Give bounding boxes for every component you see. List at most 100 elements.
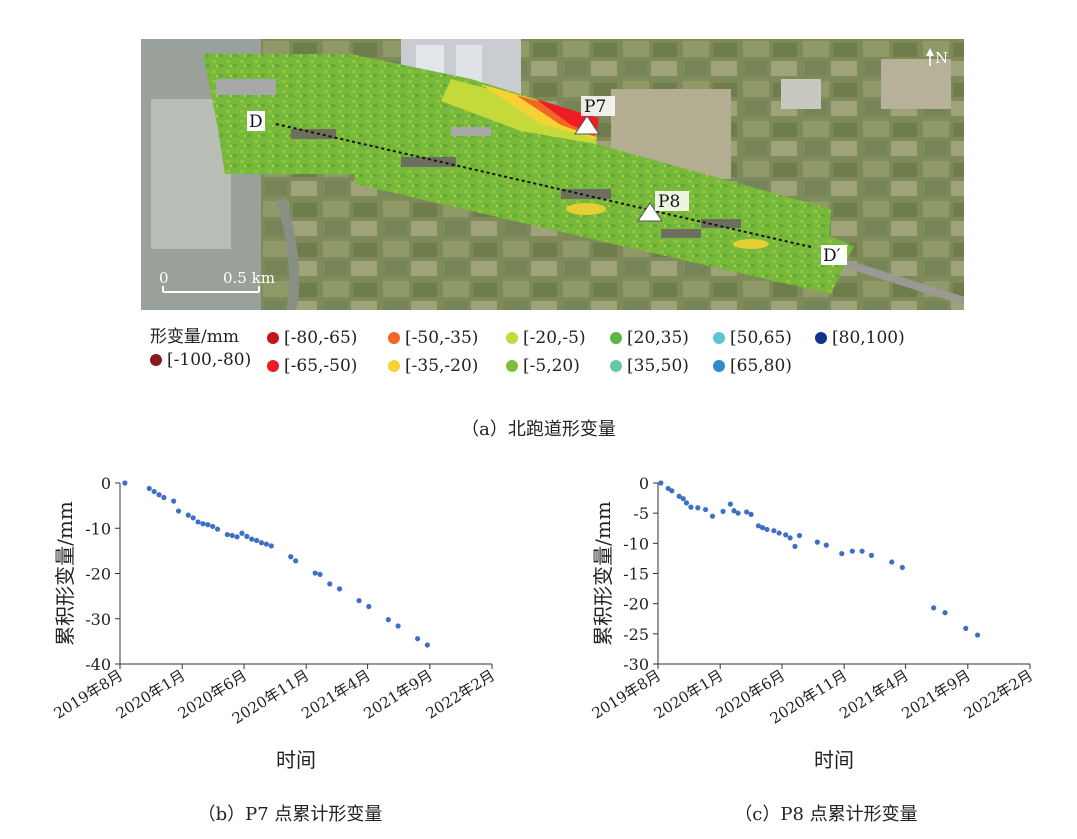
data-point (293, 558, 299, 564)
data-point (695, 505, 701, 511)
data-point (755, 523, 762, 529)
scale-bar (162, 286, 260, 293)
data-point (146, 485, 152, 492)
legend-swatch (610, 332, 622, 344)
y-tick-label: 0 (101, 474, 111, 493)
legend-item: [-20,-5) (506, 328, 586, 348)
data-point (356, 598, 362, 604)
data-point (839, 550, 845, 557)
caption-c: （c）P8 点累计形变量 (734, 804, 918, 825)
y-tick-label: -15 (623, 565, 649, 584)
data-point (175, 508, 182, 514)
data-point (665, 485, 671, 492)
data-point (680, 496, 686, 502)
data-point (122, 480, 128, 486)
legend-item: [35,50) (610, 356, 689, 376)
data-point (156, 492, 162, 498)
data-point (224, 531, 230, 538)
legend-item: [50,65) (713, 328, 792, 348)
x-tick-label: 2020年1月 (113, 666, 188, 722)
data-point (415, 636, 421, 642)
runway-deformation-map: D D′ P7 P8 N 0 0.5 km (141, 39, 966, 312)
legend-item: [-80,-65) (267, 328, 357, 348)
data-point (735, 510, 741, 516)
road (829, 255, 966, 305)
chart-p8-svg: 0-5-10-15-20-25-302019年8月2020年1月2020年6月2… (589, 474, 1036, 772)
village (881, 59, 951, 109)
data-point (185, 512, 191, 518)
data-point (764, 526, 770, 533)
legend-item: [-5,20) (506, 356, 580, 376)
data-point (942, 610, 948, 616)
data-point (205, 522, 211, 528)
data-point (783, 532, 789, 538)
y-tick-label: -5 (633, 504, 649, 523)
p8-marker-icon (637, 202, 663, 222)
data-point (258, 540, 265, 546)
data-point (683, 500, 690, 506)
data-point (424, 642, 430, 648)
label-d: D (249, 112, 263, 132)
data-point (720, 508, 726, 514)
north-label: N (935, 49, 948, 67)
data-point (814, 539, 820, 545)
building-cluster (781, 79, 821, 109)
legend-swatch (267, 360, 279, 372)
y-tick-label: -25 (623, 625, 649, 644)
data-point (931, 605, 937, 611)
deformation-legend: 形变量/mm [-100,-80) [-80,-65) [-65,-50) [-… (150, 322, 910, 382)
data-point (963, 625, 969, 632)
data-point (263, 541, 269, 547)
label-bg (821, 245, 847, 265)
legend-swatch (388, 332, 400, 344)
y-tick-label: 0 (639, 474, 649, 493)
scale-zero-label: 0 (159, 269, 169, 287)
legend-item: [-50,-35) (388, 328, 478, 348)
y-axis-label: 累积形变量/mm (53, 501, 77, 646)
data-point (702, 506, 709, 513)
data-point (395, 623, 401, 629)
data-point (771, 528, 777, 534)
data-point (288, 554, 294, 560)
x-tick-label: 2019年8月 (589, 666, 664, 722)
data-point (195, 519, 201, 525)
x-tick-label: 2021年4月 (836, 666, 911, 722)
chart-p7: 0 -10 -20 -30 -40 2019年8月 2020年1月 2020年6月 2020年1… (0, 455, 538, 795)
y-tick-label: -10 (85, 519, 111, 538)
data-point (268, 543, 274, 549)
data-point (676, 493, 682, 499)
chart-p7-svg: 0-10-20-30-402019年8月2020年1月2020年6月2020年1… (51, 474, 498, 772)
data-point (792, 543, 798, 549)
data-point (796, 532, 803, 539)
data-point (244, 533, 250, 539)
x-tick-label: 2021年9月 (898, 666, 973, 722)
label-p7: P7 (584, 97, 606, 117)
y-axis-label: 累积形变量/mm (591, 501, 615, 646)
label-bg (247, 111, 265, 131)
label-p8: P8 (658, 192, 680, 212)
data-point (327, 581, 333, 587)
caption-a: （a）北跑道形变量 (461, 419, 616, 440)
data-point (658, 480, 664, 486)
profile-line (275, 123, 812, 248)
legend-item: [-100,-80) (150, 350, 251, 370)
legend-item: [-35,-20) (388, 356, 478, 376)
y-tick-label: -10 (623, 534, 649, 553)
data-point (234, 534, 240, 540)
label-bg (655, 191, 689, 211)
data-point (759, 525, 766, 531)
legend-title: 形变量/mm (150, 327, 239, 347)
data-point (214, 526, 221, 532)
legend-swatch (713, 332, 725, 344)
x-tick-label: 2021年9月 (360, 666, 435, 722)
legend-item: [80,100) (815, 328, 905, 348)
label-bg (581, 96, 615, 116)
x-tick-label: 2022年2月 (961, 666, 1036, 722)
caption-b: （b）P7 点累计形变量 (197, 804, 383, 825)
data-point (312, 570, 318, 576)
legend-swatch (815, 332, 827, 344)
x-axis-label: 时间 (276, 748, 316, 772)
data-point (190, 515, 196, 521)
data-point (748, 511, 754, 517)
x-tick-label: 2020年1月 (651, 666, 726, 722)
